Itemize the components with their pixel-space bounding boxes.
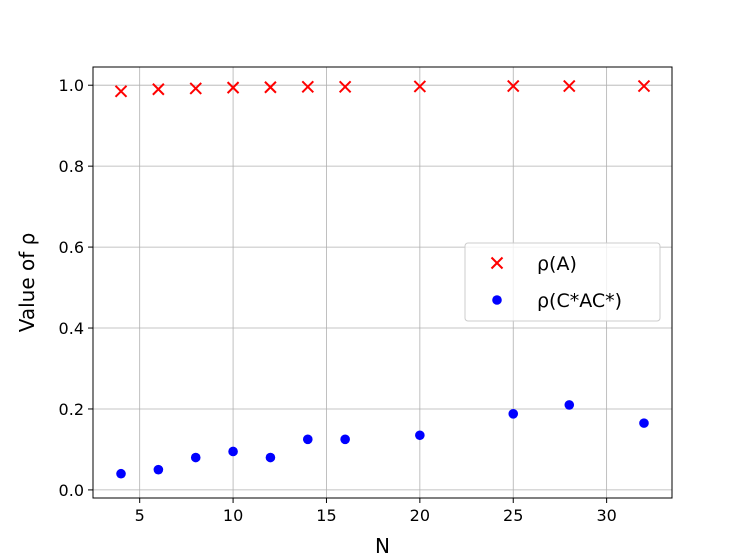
data-point-rho-a [189, 82, 202, 95]
legend: ρ(A) ρ(C*AC*) [464, 242, 661, 322]
data-point-rho-a [637, 79, 651, 93]
plot-frame [92, 66, 673, 499]
legend-label: ρ(A) [537, 253, 577, 275]
x-tick-label: 30 [596, 506, 616, 525]
data-point-rho-cac [508, 409, 519, 419]
y-tick-label: 0.0 [59, 481, 84, 500]
data-points [114, 79, 651, 479]
data-point-rho-a [152, 83, 165, 96]
data-point-rho-cac [153, 464, 164, 475]
data-point-rho-a [338, 80, 352, 94]
data-point-rho-a [413, 80, 427, 93]
data-point-rho-cac [564, 400, 575, 410]
x-tick-label: 25 [503, 506, 523, 525]
data-point-rho-a [301, 80, 314, 94]
x-tick-label: 5 [135, 506, 145, 525]
legend-label: ρ(C*AC*) [537, 290, 622, 312]
data-point-rho-cac [639, 418, 649, 428]
data-point-rho-cac [116, 468, 126, 479]
data-point-rho-cac [228, 446, 238, 457]
x-axis-label: N [375, 534, 390, 558]
data-point-rho-cac [415, 430, 425, 441]
legend-marker [490, 256, 504, 270]
y-tick-label: 1.0 [59, 76, 84, 95]
y-tick-label: 0.6 [59, 238, 84, 257]
y-axis-label: Value of ρ [15, 233, 39, 333]
legend-box [464, 242, 661, 322]
data-point-rho-a [264, 81, 277, 94]
data-point-rho-cac [265, 452, 276, 463]
y-tick-label: 0.2 [59, 400, 84, 419]
data-point-rho-cac [340, 434, 350, 445]
data-point-rho-a [114, 85, 128, 98]
y-tick-label: 0.4 [59, 319, 84, 338]
axis-ticks: 5 10 15 20 25 30 0.0 0.2 0.4 0.6 0.8 1.0 [59, 76, 617, 525]
y-tick-label: 0.8 [59, 157, 84, 176]
legend-marker [492, 295, 502, 305]
x-tick-label: 10 [223, 506, 243, 525]
data-point-rho-cac [190, 452, 201, 463]
x-tick-label: 20 [410, 506, 430, 525]
data-point-rho-a [507, 79, 520, 93]
data-point-rho-a [563, 79, 576, 93]
x-tick-label: 15 [316, 506, 336, 525]
data-point-rho-cac [302, 434, 313, 445]
data-point-rho-a [226, 81, 240, 94]
